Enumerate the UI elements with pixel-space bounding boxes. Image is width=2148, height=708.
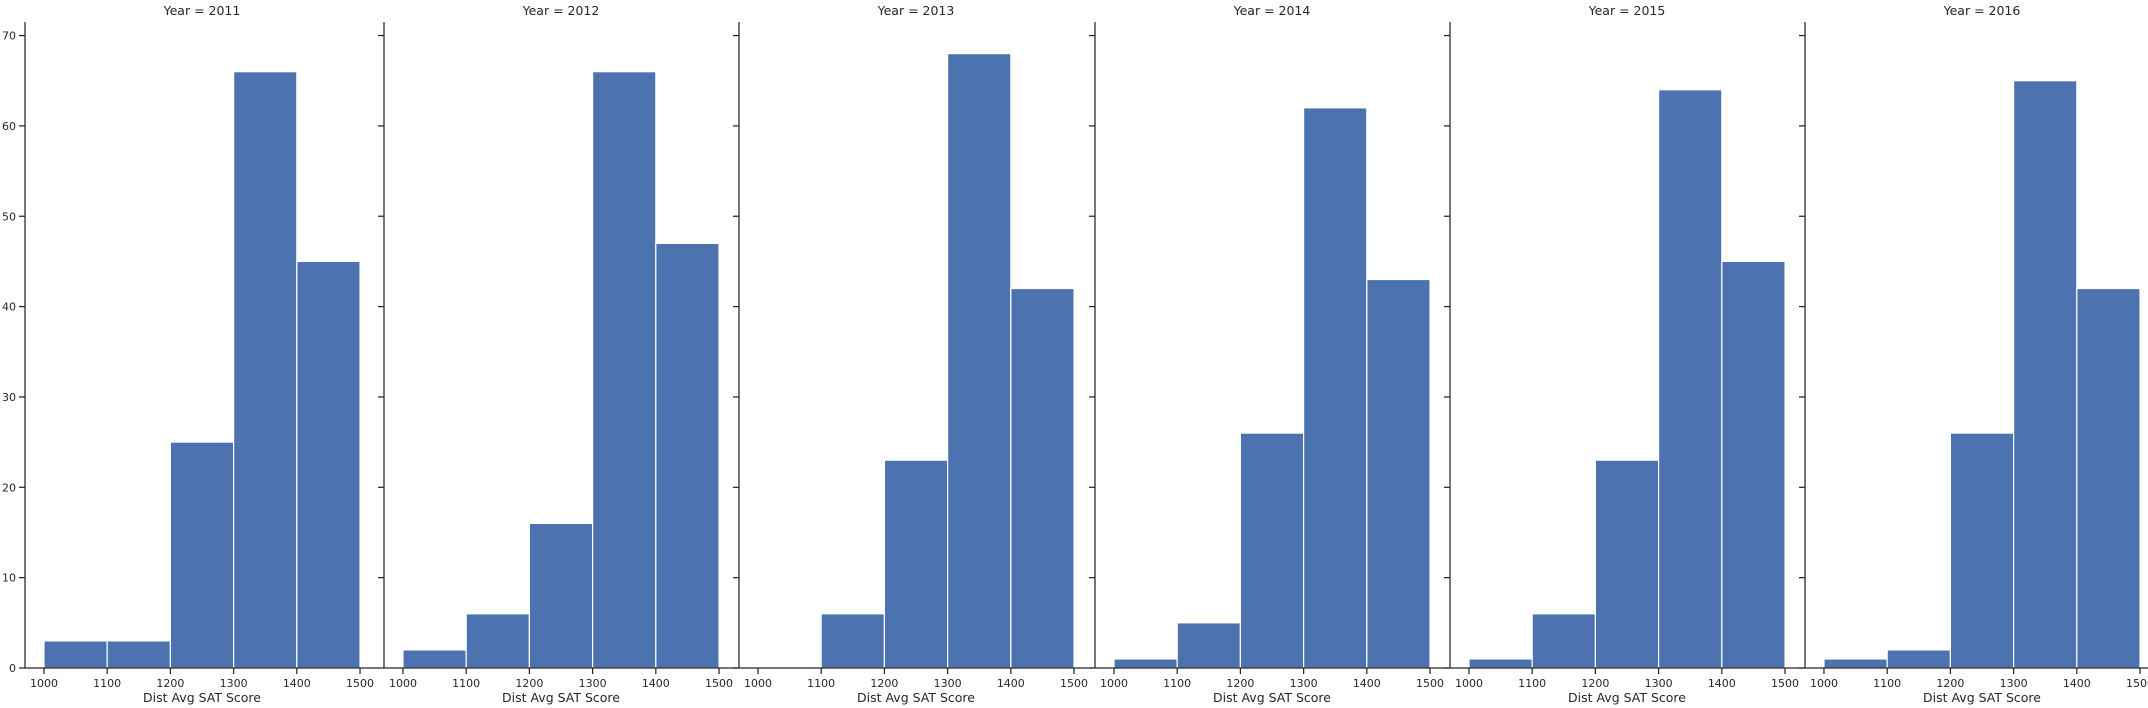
x-tick-label: 1300 <box>579 677 607 690</box>
x-tick-label: 1400 <box>2063 677 2091 690</box>
x-tick-label: 1000 <box>744 677 772 690</box>
x-tick-label: 1500 <box>2126 677 2148 690</box>
histogram-bar <box>106 640 171 669</box>
panel-1: 1000 1100 1200 1300 1400 1500 Dist Avg SAT Sco… <box>378 3 738 705</box>
x-tick-label: 1300 <box>220 677 248 690</box>
x-tick-label: 1500 <box>1416 677 1444 690</box>
x-tick-label: 1400 <box>283 677 311 690</box>
histogram-bar <box>1531 613 1596 669</box>
x-tick-label: 1400 <box>1353 677 1381 690</box>
y-tick-label: 10 <box>2 572 16 585</box>
x-axis-label: Dist Avg SAT Score <box>857 690 975 705</box>
x-tick-label: 1400 <box>997 677 1025 690</box>
y-tick-label: 70 <box>2 30 16 43</box>
histogram-bar <box>169 441 235 669</box>
histogram-bar <box>296 260 361 669</box>
panel-5: 1000 1100 1200 1300 1400 1500 Dist Avg SAT Sco… <box>1799 3 2148 705</box>
y-tick-label: 20 <box>2 481 16 494</box>
x-tick-label: 1100 <box>1873 677 1901 690</box>
histogram-bar <box>1303 107 1368 669</box>
x-axis-label: Dist Avg SAT Score <box>502 690 620 705</box>
x-tick-label: 1000 <box>1100 677 1128 690</box>
y-tick-label: 60 <box>2 120 16 133</box>
histogram-bar <box>1239 432 1305 669</box>
histogram-bar <box>592 71 657 669</box>
x-tick-label: 1000 <box>1455 677 1483 690</box>
x-tick-label: 1100 <box>807 677 835 690</box>
x-tick-label: 1200 <box>1581 677 1609 690</box>
histogram-bar <box>1949 432 2015 669</box>
x-tick-label: 1000 <box>389 677 417 690</box>
x-axis-label: Dist Avg SAT Score <box>1568 690 1686 705</box>
x-axis-label: Dist Avg SAT Score <box>143 690 261 705</box>
panel-3: 1000 1100 1200 1300 1400 1500 Dist Avg SAT Sco… <box>1089 3 1449 705</box>
y-tick-label: 50 <box>2 210 16 223</box>
x-tick-label: 1100 <box>452 677 480 690</box>
x-tick-label: 1500 <box>1771 677 1799 690</box>
histogram-bar <box>947 53 1012 669</box>
x-tick-label: 1400 <box>1708 677 1736 690</box>
histogram-bar <box>1366 278 1431 669</box>
x-tick-label: 1000 <box>1810 677 1838 690</box>
panel-title: Year = 2012 <box>522 3 600 18</box>
panel-title: Year = 2016 <box>1943 3 2021 18</box>
panel-4: 1000 1100 1200 1300 1400 1500 Dist Avg SAT Sco… <box>1444 3 1804 705</box>
histogram-bar <box>2076 287 2141 669</box>
x-tick-label: 1300 <box>1645 677 1673 690</box>
histogram-bar <box>1721 260 1786 669</box>
histogram-bar <box>465 613 530 669</box>
histogram-bar <box>528 522 594 669</box>
x-tick-label: 1500 <box>705 677 733 690</box>
panel-title: Year = 2011 <box>163 3 241 18</box>
histogram-bar <box>2013 80 2078 669</box>
y-tick-label: 0 <box>9 662 16 675</box>
x-tick-label: 1300 <box>2000 677 2028 690</box>
x-tick-label: 1200 <box>156 677 184 690</box>
histogram-bar <box>43 640 108 669</box>
y-tick-label: 30 <box>2 391 16 404</box>
panel-title: Year = 2015 <box>1588 3 1666 18</box>
x-tick-label: 1300 <box>934 677 962 690</box>
histogram-bar <box>402 649 467 669</box>
x-axis-label: Dist Avg SAT Score <box>1213 690 1331 705</box>
panel-2: 1000 1100 1200 1300 1400 1500 Dist Avg SAT Sco… <box>733 3 1093 705</box>
x-tick-label: 1100 <box>1518 677 1546 690</box>
panel-title: Year = 2014 <box>1233 3 1311 18</box>
histogram-bar <box>883 459 949 669</box>
histogram-bar <box>1176 622 1241 669</box>
x-tick-label: 1300 <box>1290 677 1318 690</box>
histogram-bar <box>1113 658 1178 669</box>
x-tick-label: 1400 <box>642 677 670 690</box>
histogram-bar <box>1658 89 1723 669</box>
panel-title: Year = 2013 <box>877 3 955 18</box>
x-tick-label: 1200 <box>1226 677 1254 690</box>
x-tick-label: 1500 <box>1060 677 1088 690</box>
x-tick-label: 1500 <box>346 677 374 690</box>
x-tick-label: 1200 <box>870 677 898 690</box>
x-tick-label: 1100 <box>1163 677 1191 690</box>
histogram-bar <box>233 71 298 669</box>
x-tick-label: 1000 <box>30 677 58 690</box>
panel-0: 0 10 20 30 40 50 60 70 1000 1100 1200 1300 1400 1500 D… <box>2 3 379 705</box>
x-tick-label: 1200 <box>515 677 543 690</box>
x-tick-label: 1100 <box>93 677 121 690</box>
x-axis-label: Dist Avg SAT Score <box>1923 690 2041 705</box>
histogram-bar <box>655 242 720 669</box>
histogram-bar <box>820 613 885 669</box>
histogram-bar <box>1594 459 1660 669</box>
histogram-bar <box>1468 658 1533 669</box>
histogram-bar <box>1010 287 1075 669</box>
y-tick-label: 40 <box>2 301 16 314</box>
histogram-bar <box>1886 649 1951 669</box>
histogram-bar <box>1823 658 1888 669</box>
x-tick-label: 1200 <box>1936 677 1964 690</box>
